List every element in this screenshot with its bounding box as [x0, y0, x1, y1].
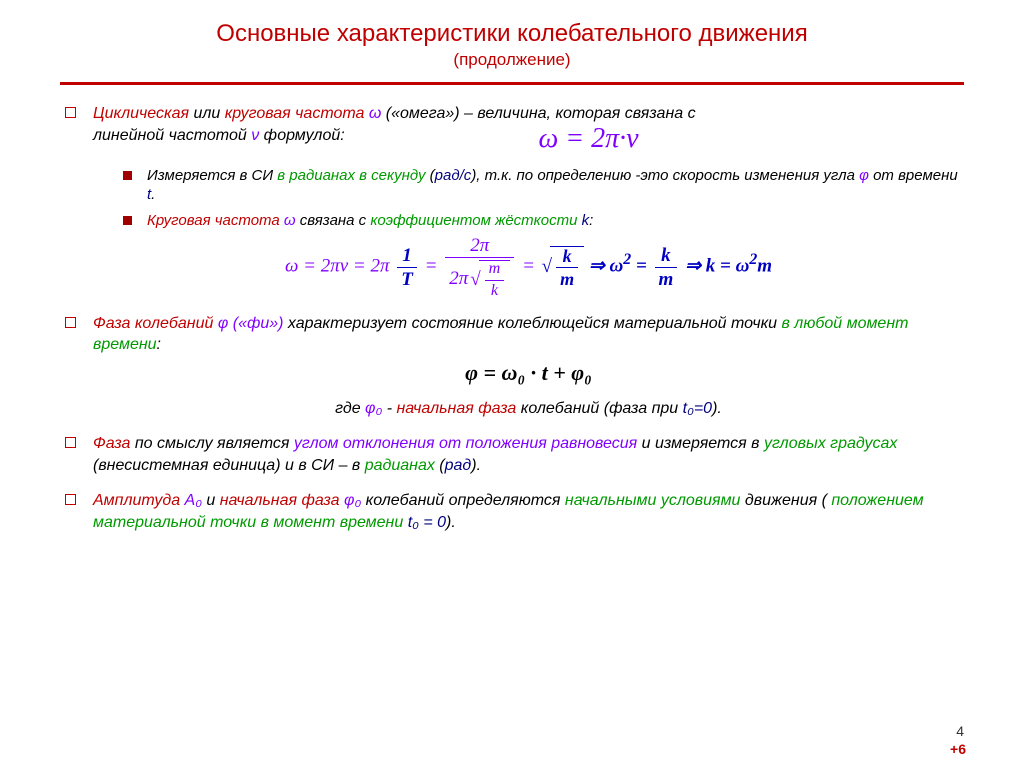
- text: Измеряется в СИ: [147, 167, 277, 184]
- text: ).: [471, 457, 481, 474]
- text: (внесистемная единица) и в СИ – в: [93, 457, 365, 474]
- formula-eq: =: [636, 256, 652, 277]
- text: Фаза: [93, 435, 135, 452]
- text: начальная фаза: [220, 492, 344, 509]
- symbol-k: k: [582, 212, 590, 229]
- text: рад: [445, 457, 472, 474]
- text: ), т.к. по определению -это скорость изм…: [471, 167, 859, 184]
- symbol-omega: ω: [284, 212, 296, 229]
- page-title: Основные характеристики колебательного д…: [60, 20, 964, 48]
- formula-phase: φ = ω₀ · t + φ₀: [93, 358, 964, 388]
- inner-list: Измеряется в СИ в радианах в секунду (ра…: [93, 166, 964, 231]
- text: Круговая частота: [147, 212, 284, 229]
- list-item: Амплитуда A₀ и начальная фаза φ₀ колебан…: [65, 490, 964, 533]
- symbol-omega: ω: [369, 105, 386, 122]
- list-item: Циклическая или круговая частота ω («оме…: [65, 103, 964, 299]
- text: .: [151, 186, 155, 203]
- text: рад/с: [435, 167, 472, 184]
- text: колебаний определяются: [366, 492, 565, 509]
- text: или: [193, 105, 224, 122]
- text: формулой:: [264, 127, 345, 144]
- page-number: 4: [956, 723, 964, 739]
- content-list: Циклическая или круговая частота ω («оме…: [60, 103, 964, 534]
- text: от времени: [873, 167, 958, 184]
- formula-eq: =: [720, 256, 736, 277]
- fraction-num: 2π: [445, 236, 514, 258]
- page-subtitle: (продолжение): [60, 50, 964, 70]
- text: («фи»): [233, 315, 284, 332]
- text: линейной частотой: [93, 127, 251, 144]
- formula-part: ω = 2πν = 2π: [285, 256, 390, 277]
- symbol-nu: ν: [251, 127, 263, 144]
- text: :: [157, 336, 161, 353]
- list-item: Круговая частота ω связана с коэффициент…: [123, 211, 964, 231]
- text: характеризует состояние колеблющейся мат…: [288, 315, 782, 332]
- text: радианах: [365, 457, 440, 474]
- footer-mark: +6: [950, 741, 966, 757]
- formula-arrow: ⇒: [589, 256, 610, 277]
- text: Фаза колебаний: [93, 315, 218, 332]
- fraction-num: 1: [397, 246, 417, 268]
- symbol-omega: ω: [610, 256, 624, 277]
- list-item: Фаза колебаний φ («фи») характеризует со…: [65, 313, 964, 419]
- symbol-omega: ω: [736, 256, 750, 277]
- symbol-a0: A₀: [185, 492, 207, 509]
- symbol-phi: φ: [218, 315, 228, 332]
- formula-omega: ω = 2π·ν: [538, 120, 638, 158]
- text: :: [589, 212, 593, 229]
- text: Циклическая: [93, 105, 193, 122]
- exponent: 2: [623, 252, 631, 269]
- list-item: Измеряется в СИ в радианах в секунду (ра…: [123, 166, 964, 205]
- symbol-m: m: [757, 256, 772, 277]
- text: круговая частота: [225, 105, 369, 122]
- list-item: Фаза по смыслу является углом отклонения…: [65, 433, 964, 476]
- text: Амплитуда: [93, 492, 185, 509]
- symbol-k: k: [706, 256, 716, 277]
- fraction-den: T: [397, 268, 417, 289]
- text: в радианах в секунду: [277, 167, 429, 184]
- divider: [60, 82, 964, 85]
- formula-arrow: ⇒: [685, 256, 706, 277]
- symbol-phi0: φ₀: [344, 492, 366, 509]
- note: где φ₀ - начальная фаза колебаний (фаза …: [93, 398, 964, 420]
- text: и измеряется в: [642, 435, 764, 452]
- symbol-phi: φ: [859, 167, 869, 184]
- text: связана с: [300, 212, 371, 229]
- text: ).: [446, 514, 456, 531]
- text: коэффициентом жёсткости: [370, 212, 581, 229]
- formula-eq: =: [522, 256, 540, 277]
- symbol-t0: t₀ = 0: [408, 514, 446, 531]
- text: движения (: [745, 492, 827, 509]
- text: углом отклонения от положения равновесия: [294, 435, 642, 452]
- fraction-den: 2πmk: [445, 258, 514, 298]
- formula-eq: =: [425, 256, 443, 277]
- text: начальными условиями: [565, 492, 745, 509]
- formula-chain: ω = 2πν = 2π 1 T = 2π 2πmk = km ⇒ ω2 =: [93, 236, 964, 298]
- text: и: [206, 492, 219, 509]
- text: угловых градусах: [764, 435, 897, 452]
- text: по смыслу является: [135, 435, 294, 452]
